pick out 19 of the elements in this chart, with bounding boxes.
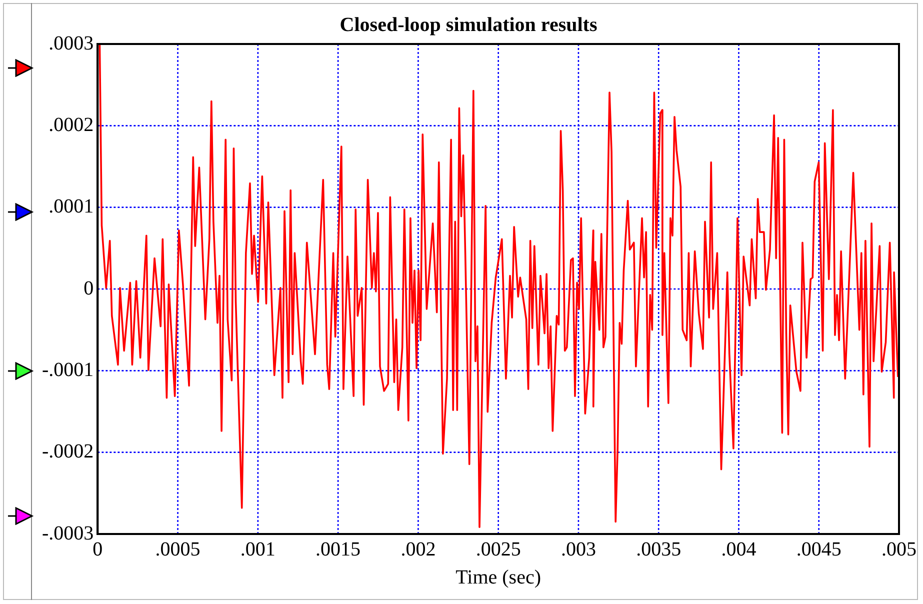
x-tick-label: .0045	[796, 538, 842, 560]
y-tick-label: -.0001	[42, 358, 94, 381]
y-tick-label: -.0002	[42, 440, 94, 463]
x-tick-label: .003	[560, 538, 596, 560]
y-tick-label: .0001	[48, 196, 94, 218]
y-tick-label: -.0003	[42, 522, 94, 544]
x-tick-label: .002	[400, 538, 436, 560]
chart-title: Closed-loop simulation results	[340, 14, 598, 36]
y-tick-label: .0003	[48, 32, 94, 54]
x-tick-label: .0005	[155, 538, 200, 560]
x-tick-label: .004	[721, 538, 756, 560]
x-tick-label: .0035	[636, 538, 682, 560]
x-tick-label: .001	[240, 538, 276, 560]
x-tick-label: .0015	[316, 538, 361, 560]
x-tick-label: .005	[882, 538, 916, 560]
x-axis-title: Time (sec)	[456, 566, 542, 588]
y-tick-label: .0002	[48, 114, 94, 136]
x-tick-label: .0025	[476, 538, 521, 560]
y-tick-label: 0	[84, 277, 94, 300]
